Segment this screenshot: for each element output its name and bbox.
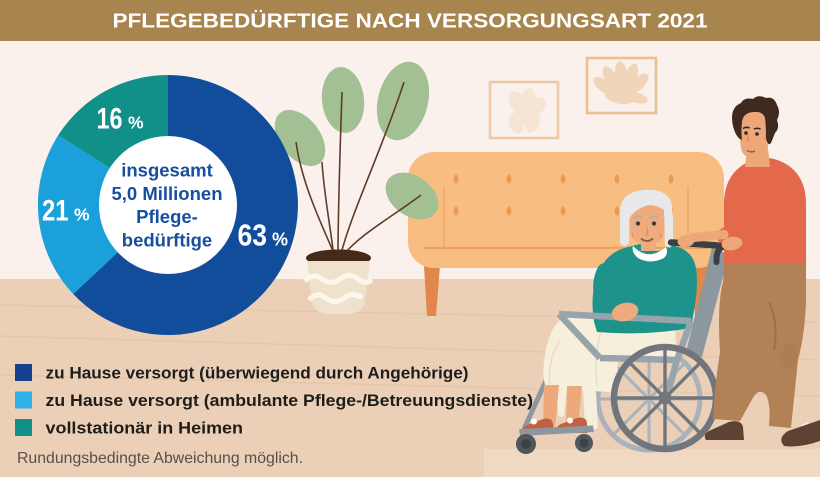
svg-text:%: % — [272, 229, 288, 249]
svg-text:63: 63 — [238, 217, 268, 252]
svg-text:zu Hause versorgt (ambulante P: zu Hause versorgt (ambulante Pflege-/Bet… — [46, 391, 534, 410]
svg-text:vollstationär in Heimen: vollstationär in Heimen — [46, 419, 244, 438]
svg-text:bedürftige: bedürftige — [122, 230, 212, 251]
svg-text:Rundungsbedingte Abweichung mö: Rundungsbedingte Abweichung möglich. — [17, 450, 303, 467]
svg-text:5,0 Millionen: 5,0 Millionen — [111, 183, 222, 204]
svg-text:zu Hause versorgt (überwiegend: zu Hause versorgt (überwiegend durch Ang… — [46, 364, 469, 383]
svg-text:%: % — [74, 204, 90, 224]
svg-text:16: 16 — [97, 103, 123, 136]
svg-text:Pflege-: Pflege- — [136, 206, 198, 227]
svg-text:insgesamt: insgesamt — [121, 160, 213, 181]
svg-text:%: % — [128, 113, 144, 133]
svg-text:21: 21 — [42, 194, 69, 227]
svg-text:PFLEGEBEDÜRFTIGE NACH VERSORGU: PFLEGEBEDÜRFTIGE NACH VERSORGUNGSART 202… — [113, 10, 708, 33]
